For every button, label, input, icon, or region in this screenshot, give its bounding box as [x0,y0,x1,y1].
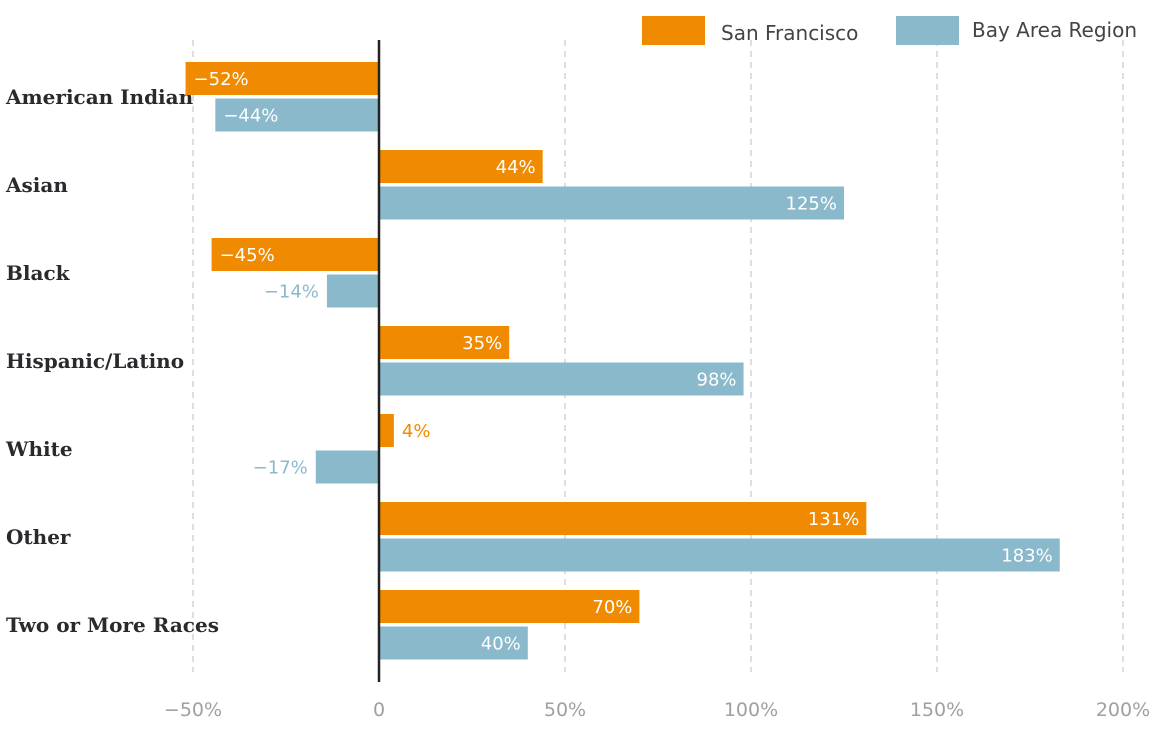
bar-san-francisco-american-indian [185,62,379,95]
value-label-bay-area-region-other: 183% [1001,546,1052,567]
value-label-bay-area-region-white: −17% [253,458,308,479]
bar-san-francisco-hispanic-latino [379,326,510,359]
value-label-bay-area-region-asian: 125% [786,194,837,215]
value-label-bay-area-region-black: −14% [264,282,319,303]
value-label-san-francisco-hispanic-latino: 35% [462,333,502,354]
legend-swatch-san-francisco [642,16,705,45]
category-label-asian: Asian [5,173,68,197]
bar-san-francisco-black [211,238,379,271]
bar-san-francisco-other [379,502,867,535]
x-tick-label: 50% [544,699,586,721]
x-tick-label: −50% [164,699,222,721]
category-label-black: Black [6,261,71,285]
bar-bay-area-region-asian [379,186,844,220]
value-label-san-francisco-black: −45% [220,245,275,266]
value-label-san-francisco-american-indian: −52% [194,69,249,90]
value-label-san-francisco-two-or-more-races: 70% [592,597,632,618]
legend-label-san-francisco: San Francisco [721,21,858,45]
bar-san-francisco-asian [379,150,543,183]
category-label-white: White [5,437,73,461]
x-tick-label: 200% [1096,699,1150,721]
category-label-two-or-more-races: Two or More Races [6,613,219,637]
x-tick-label: 0 [373,699,385,721]
x-tick-label: 150% [910,699,964,721]
value-label-san-francisco-asian: 44% [496,157,536,178]
category-label-hispanic-latino: Hispanic/Latino [6,349,184,373]
bar-bay-area-region-other [379,538,1060,572]
value-label-bay-area-region-two-or-more-races: 40% [481,634,521,655]
value-label-bay-area-region-hispanic-latino: 98% [697,370,737,391]
value-label-san-francisco-white: 4% [402,421,431,442]
legend-label-bay-area-region: Bay Area Region [972,18,1137,42]
value-label-san-francisco-other: 131% [808,509,859,530]
legend-swatch-bay-area-region [896,16,959,45]
x-tick-label: 100% [724,699,778,721]
bar-bay-area-region-black [326,274,379,308]
value-label-bay-area-region-american-indian: −44% [223,106,278,127]
bar-bay-area-region-american-indian [215,98,379,132]
bar-san-francisco-white [379,414,394,447]
bar-bay-area-region-hispanic-latino [379,362,744,396]
category-label-other: Other [6,525,71,549]
bar-bay-area-region-two-or-more-races [379,626,528,660]
bar-bay-area-region-white [315,450,379,484]
category-label-american-indian: American Indian [5,85,194,109]
bar-san-francisco-two-or-more-races [379,590,640,623]
